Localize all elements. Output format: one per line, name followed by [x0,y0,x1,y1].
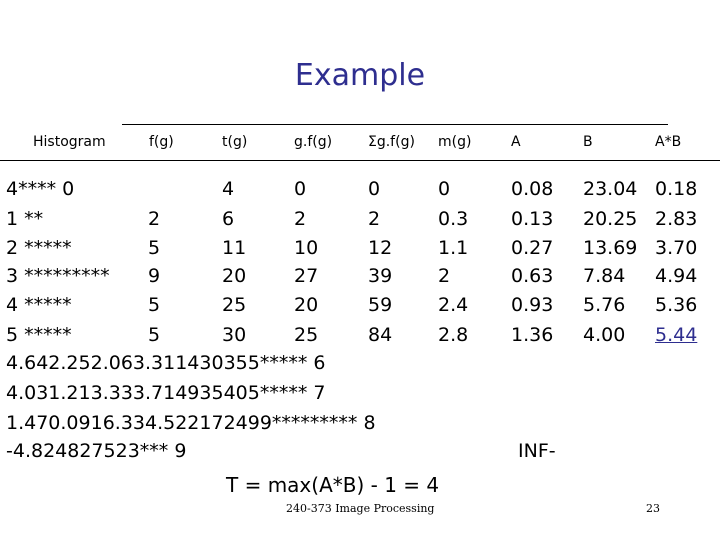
formula: T = max(A*B) - 1 = 4 [226,473,440,497]
table-cell-a: 0.63 [511,265,554,287]
table-cell-gfg: 25 [294,324,319,346]
table-cell-sgfg: 2 [368,208,381,230]
table-cell-mg: 2.4 [438,294,469,316]
table-cell-gfg: 0 [294,178,307,200]
table-cell-a: 0.08 [511,178,554,200]
table-cell-ab: 5.36 [655,294,698,316]
tail-line: 4.642.252.063.311430355***** 6 [6,352,326,374]
table-cell-hist: 5 ***** [6,324,72,346]
table-cell-fg: 2 [148,208,161,230]
table-cell-fg: 5 [148,294,161,316]
table-cell-sgfg: 84 [368,324,393,346]
footer-text: 240-373 Image Processing [286,502,435,515]
table-cell-tg: 6 [222,208,235,230]
column-header: g.f(g) [294,134,333,150]
table-cell-b: 5.76 [583,294,626,316]
table-cell-ab: 3.70 [655,237,698,259]
table-cell-hist: 3 ********* [6,265,110,287]
column-header: A*B [655,134,682,150]
table-cell-sgfg: 39 [368,265,393,287]
table-cell-tg: 20 [222,265,247,287]
table-cell-hist: 4**** 0 [6,178,75,200]
table-cell-gfg: 10 [294,237,319,259]
table-cell-tg: 11 [222,237,247,259]
table-cell-tg: 30 [222,324,247,346]
slide-title: Example [294,58,426,93]
table-cell-sgfg: 12 [368,237,393,259]
table-cell-b: 23.04 [583,178,638,200]
table-cell-fg: 5 [148,237,161,259]
column-header: t(g) [222,134,248,150]
column-header: m(g) [438,134,472,150]
tail-line: 1.470.0916.334.522172499********* 8 [6,412,376,434]
tail-line: -4.824827523*** 9 [6,440,187,462]
table-cell-mg: 1.1 [438,237,469,259]
table-cell-a: 0.93 [511,294,554,316]
page-number: 23 [646,502,660,515]
table-cell-tg: 4 [222,178,235,200]
table-cell-ab: 2.83 [655,208,698,230]
table-cell-hist: 1 ** [6,208,44,230]
column-header: A [511,134,521,150]
table-cell-b: 4.00 [583,324,626,346]
table-cell-ab: 4.94 [655,265,698,287]
header-top-rule [122,124,668,125]
inf-label: INF- [518,440,556,462]
table-cell-ab[interactable]: 5.44 [655,324,698,346]
table-cell-sgfg: 59 [368,294,393,316]
table-cell-a: 1.36 [511,324,554,346]
table-cell-b: 13.69 [583,237,638,259]
column-header: Σg.f(g) [368,134,415,150]
table-cell-a: 0.13 [511,208,554,230]
table-cell-b: 7.84 [583,265,626,287]
column-header: Histogram [33,134,106,150]
table-cell-hist: 2 ***** [6,237,72,259]
table-cell-mg: 2.8 [438,324,469,346]
table-cell-b: 20.25 [583,208,638,230]
table-cell-mg: 2 [438,265,451,287]
table-cell-gfg: 2 [294,208,307,230]
table-cell-hist: 4 ***** [6,294,72,316]
header-bottom-rule [0,160,720,161]
table-cell-gfg: 20 [294,294,319,316]
table-cell-sgfg: 0 [368,178,381,200]
column-header: f(g) [149,134,174,150]
table-cell-mg: 0.3 [438,208,469,230]
column-header: B [583,134,593,150]
table-cell-gfg: 27 [294,265,319,287]
table-cell-tg: 25 [222,294,247,316]
table-cell-mg: 0 [438,178,451,200]
table-cell-a: 0.27 [511,237,554,259]
table-cell-fg: 9 [148,265,161,287]
table-cell-ab: 0.18 [655,178,698,200]
table-cell-fg: 5 [148,324,161,346]
tail-line: 4.031.213.333.714935405***** 7 [6,382,326,404]
